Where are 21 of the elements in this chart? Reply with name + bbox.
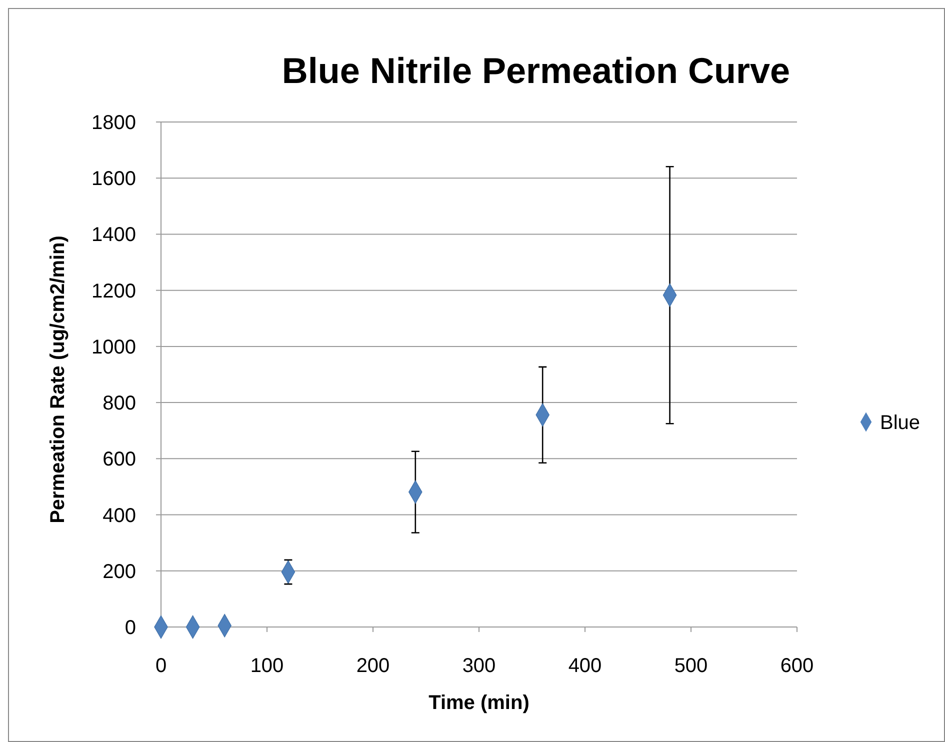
x-tick-label: 200 [356,655,390,677]
y-tick-label: 400 [102,504,136,527]
y-tick-label: 800 [102,392,136,415]
y-tick-label: 1600 [92,168,136,190]
y-tick-label: 1200 [92,280,136,302]
legend-label: Blue [880,412,920,434]
y-tick-label: 0 [124,617,136,639]
y-axis-title: Permeation Rate (ug/cm2/min) [47,236,69,524]
x-tick-label: 400 [568,655,602,677]
y-tick-label: 600 [102,448,136,471]
x-tick-label: 0 [155,655,167,677]
y-tick-label: 1400 [92,224,136,246]
y-tick-label: 200 [102,560,136,583]
x-tick-label: 600 [780,655,814,677]
x-tick-label: 100 [250,655,284,677]
x-tick-label: 300 [462,655,496,677]
chart-title: Blue Nitrile Permeation Curve [282,50,790,91]
x-axis-title: Time (min) [428,692,530,714]
x-tick-label: 500 [674,655,708,677]
y-tick-label: 1000 [92,336,136,358]
y-tick-label: 1800 [92,112,136,134]
